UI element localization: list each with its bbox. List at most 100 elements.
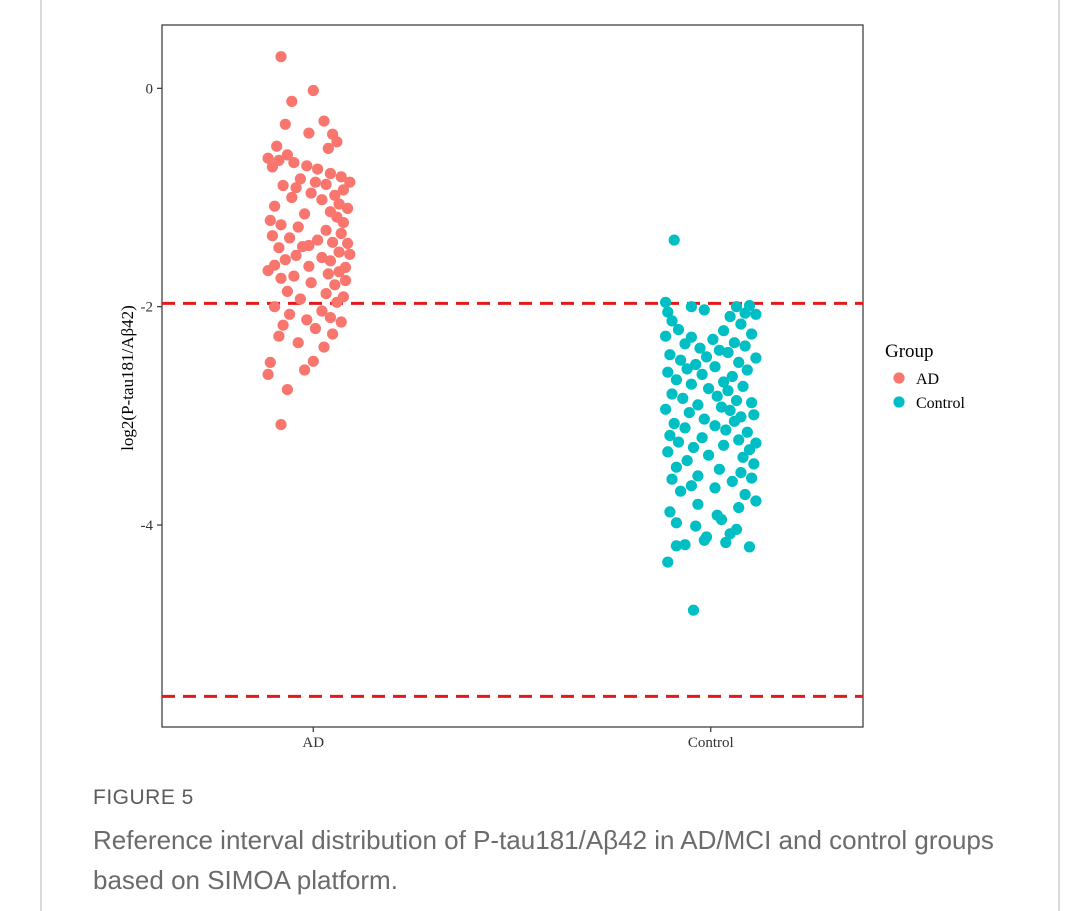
data-point-control [724, 404, 736, 416]
figure-caption: Reference interval distribution of P-tau… [93, 825, 994, 895]
data-point-control [670, 540, 683, 552]
data-point-control [672, 436, 685, 448]
legend: Group AD Control [885, 341, 965, 412]
data-point-control [720, 424, 732, 436]
legend-entries: AD Control [893, 371, 965, 412]
data-point-ad [266, 161, 278, 173]
data-point-control [748, 458, 760, 470]
data-point-control [743, 541, 756, 553]
data-point-control [696, 432, 708, 444]
data-point-ad [344, 176, 356, 188]
data-point-ad [342, 237, 354, 249]
data-point-control [690, 358, 702, 371]
data-point-control [677, 392, 689, 404]
legend-label-ad: AD [916, 371, 939, 388]
data-point-ad [322, 268, 334, 280]
data-point-ad [316, 305, 328, 317]
data-point-control [728, 415, 741, 427]
data-point-control [707, 333, 719, 345]
data-point-control [700, 351, 713, 363]
data-point-ad [329, 189, 341, 201]
data-point-control [713, 463, 726, 475]
frame-left-border [40, 0, 42, 911]
data-point-ad [324, 255, 336, 267]
data-point-control [750, 495, 762, 507]
data-point-control [718, 439, 730, 451]
data-point-control [681, 363, 693, 375]
data-point-ad [335, 227, 347, 240]
data-point-control [666, 473, 678, 485]
data-point-control [748, 409, 760, 421]
data-point-control [662, 306, 674, 318]
data-point-control [679, 338, 691, 350]
legend-swatch-ad [893, 372, 905, 384]
data-point-ad [296, 241, 309, 253]
data-point-control [666, 388, 678, 400]
data-point-control [733, 434, 745, 446]
data-point-control [703, 449, 715, 461]
data-point-ad [299, 208, 311, 220]
data-point-ad [303, 127, 315, 139]
data-point-ad [318, 341, 330, 353]
data-point-ad [309, 176, 321, 188]
data-point-control [739, 340, 751, 352]
data-point-control [743, 444, 756, 456]
data-point-control [662, 446, 674, 458]
data-point-ad [337, 184, 349, 196]
data-point-control [750, 308, 762, 320]
data-point-control [726, 370, 738, 383]
data-point-control [698, 304, 710, 316]
data-point-control [675, 354, 687, 366]
data-point-control [687, 604, 700, 616]
data-point-ad [266, 230, 278, 242]
data-point-control [670, 374, 683, 386]
data-point-control [660, 330, 672, 342]
data-point-ad [333, 198, 345, 210]
data-point-ad [294, 293, 306, 305]
data-point-control [662, 366, 674, 378]
data-point-control [666, 315, 678, 327]
data-point-control [709, 420, 721, 432]
data-point-control [728, 337, 741, 349]
data-point-control [726, 475, 738, 487]
data-point-control [662, 556, 674, 568]
data-point-control [733, 356, 745, 368]
data-point-control [713, 344, 726, 356]
y-tick-label: -4 [141, 518, 154, 534]
data-point-control [664, 506, 676, 518]
data-point-control [737, 451, 749, 463]
data-point-control [692, 498, 704, 510]
data-point-ad [305, 277, 317, 289]
data-point-ad [316, 194, 328, 206]
data-point-control [730, 395, 743, 407]
data-point-ad [281, 285, 293, 297]
data-point-ad [301, 160, 313, 172]
data-point-control [670, 517, 683, 529]
data-point-control [722, 385, 734, 397]
data-point-control [703, 383, 715, 395]
data-point-control [687, 441, 700, 454]
data-point-ad [327, 328, 339, 340]
frame-right-border [1058, 0, 1060, 911]
data-point-control [715, 401, 728, 413]
data-point-control [739, 488, 751, 501]
data-point-ad [279, 118, 291, 130]
data-point-ad [333, 266, 345, 278]
data-point-control [718, 325, 730, 337]
data-point-ad [312, 234, 324, 246]
data-point-ad [290, 182, 302, 194]
data-point-ad [337, 217, 349, 229]
data-point-control [679, 422, 691, 434]
data-point-ad [275, 272, 287, 284]
data-point-control [668, 234, 680, 246]
data-point-ad [275, 51, 287, 63]
data-point-ad [286, 191, 298, 204]
data-point-ad [324, 167, 336, 180]
data-point-control [739, 307, 751, 319]
data-point-ad [292, 337, 304, 349]
data-point-ad [286, 95, 298, 107]
data-point-ad [331, 296, 343, 308]
y-tick-label: -2 [141, 300, 154, 316]
data-point-ad [269, 301, 281, 313]
data-point-ad [305, 187, 317, 199]
